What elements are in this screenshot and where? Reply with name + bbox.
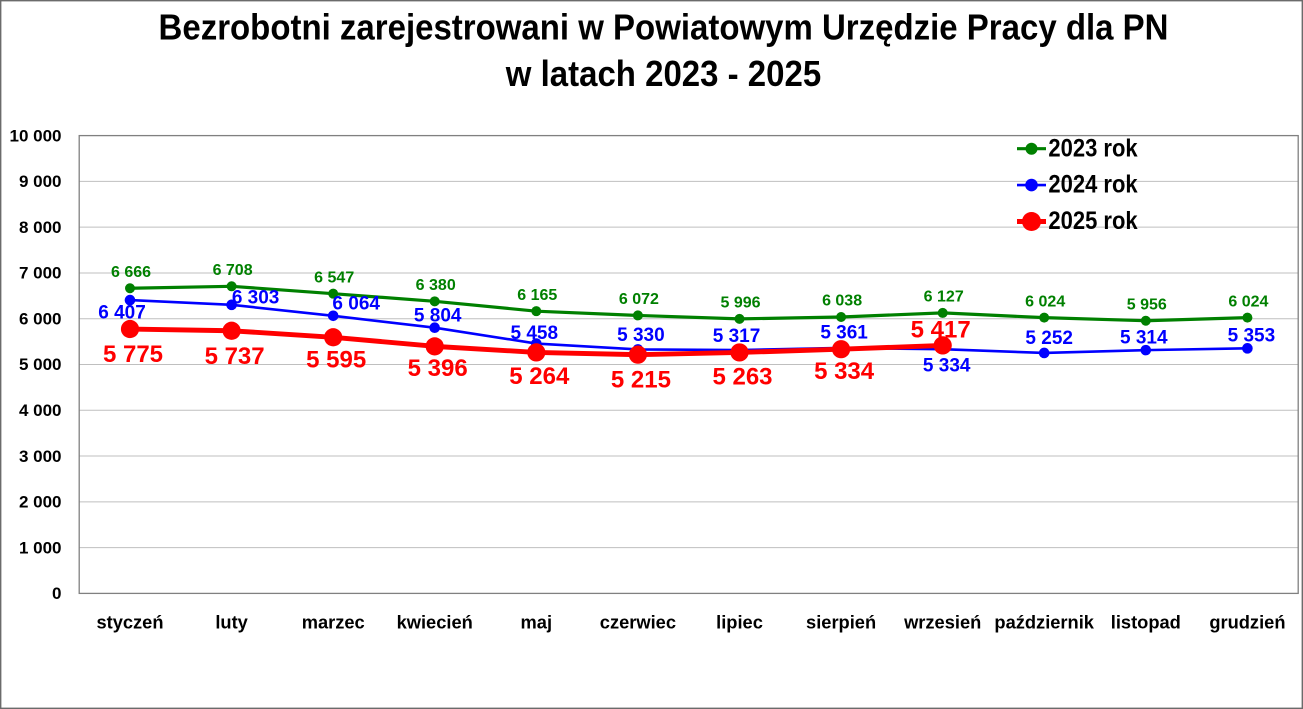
svg-text:1 000: 1 000 bbox=[19, 538, 62, 557]
svg-text:5 330: 5 330 bbox=[617, 325, 665, 346]
svg-text:5 264: 5 264 bbox=[509, 363, 570, 390]
svg-text:6 380: 6 380 bbox=[416, 277, 456, 294]
svg-text:2025 rok: 2025 rok bbox=[1048, 207, 1137, 234]
svg-text:w latach 2023 - 2025: w latach 2023 - 2025 bbox=[505, 54, 821, 94]
svg-text:6 064: 6 064 bbox=[332, 293, 380, 314]
svg-text:lipiec: lipiec bbox=[716, 612, 763, 633]
svg-text:6 072: 6 072 bbox=[619, 291, 659, 308]
svg-text:5 996: 5 996 bbox=[720, 295, 760, 312]
svg-text:6 000: 6 000 bbox=[19, 309, 62, 328]
svg-text:6 666: 6 666 bbox=[111, 264, 151, 281]
svg-text:2 000: 2 000 bbox=[19, 493, 62, 512]
svg-text:listopad: listopad bbox=[1111, 612, 1181, 633]
svg-text:6 024: 6 024 bbox=[1025, 293, 1065, 310]
svg-text:8 000: 8 000 bbox=[19, 218, 62, 237]
svg-text:6 165: 6 165 bbox=[517, 287, 557, 304]
svg-text:5 956: 5 956 bbox=[1127, 296, 1167, 313]
svg-text:5 595: 5 595 bbox=[306, 346, 366, 373]
svg-text:5 000: 5 000 bbox=[19, 355, 62, 374]
svg-text:6 407: 6 407 bbox=[98, 303, 146, 324]
svg-text:6 038: 6 038 bbox=[822, 293, 862, 310]
svg-text:6 547: 6 547 bbox=[314, 269, 354, 286]
svg-text:5 334: 5 334 bbox=[923, 355, 971, 376]
svg-text:5 737: 5 737 bbox=[205, 343, 265, 370]
svg-text:grudzień: grudzień bbox=[1209, 612, 1285, 633]
svg-text:5 263: 5 263 bbox=[712, 364, 772, 391]
svg-text:kwiecień: kwiecień bbox=[397, 612, 473, 633]
svg-text:6 127: 6 127 bbox=[924, 289, 964, 306]
svg-text:3 000: 3 000 bbox=[19, 447, 62, 466]
svg-text:7 000: 7 000 bbox=[19, 264, 62, 283]
svg-text:5 317: 5 317 bbox=[713, 326, 761, 347]
svg-text:6 024: 6 024 bbox=[1228, 293, 1268, 310]
svg-text:6 708: 6 708 bbox=[213, 262, 253, 279]
svg-text:maj: maj bbox=[521, 612, 553, 633]
svg-text:marzec: marzec bbox=[302, 612, 365, 633]
svg-text:5 417: 5 417 bbox=[911, 317, 971, 344]
svg-text:6 303: 6 303 bbox=[232, 288, 280, 309]
svg-text:5 334: 5 334 bbox=[814, 358, 875, 385]
svg-text:sierpień: sierpień bbox=[806, 612, 876, 633]
svg-text:5 458: 5 458 bbox=[511, 323, 559, 344]
svg-text:9 000: 9 000 bbox=[19, 172, 62, 191]
svg-text:5 775: 5 775 bbox=[103, 341, 163, 368]
svg-text:2023 rok: 2023 rok bbox=[1048, 134, 1137, 161]
svg-text:10 000: 10 000 bbox=[10, 126, 62, 145]
svg-text:luty: luty bbox=[215, 612, 248, 633]
svg-text:4 000: 4 000 bbox=[19, 401, 62, 420]
svg-text:5 252: 5 252 bbox=[1025, 328, 1073, 349]
svg-text:Bezrobotni zarejestrowani w Po: Bezrobotni zarejestrowani w Powiatowym U… bbox=[159, 8, 1169, 48]
svg-text:5 314: 5 314 bbox=[1120, 327, 1168, 348]
svg-text:5 215: 5 215 bbox=[611, 367, 671, 394]
svg-text:styczeń: styczeń bbox=[96, 612, 163, 633]
svg-text:5 396: 5 396 bbox=[408, 355, 468, 382]
svg-text:0: 0 bbox=[52, 584, 61, 603]
svg-text:czerwiec: czerwiec bbox=[600, 612, 676, 633]
svg-text:5 361: 5 361 bbox=[820, 322, 868, 343]
svg-text:2024 rok: 2024 rok bbox=[1048, 171, 1137, 198]
svg-text:wrzesień: wrzesień bbox=[903, 612, 981, 633]
svg-text:październik: październik bbox=[994, 612, 1094, 633]
svg-text:5 353: 5 353 bbox=[1228, 325, 1276, 346]
svg-text:5 804: 5 804 bbox=[414, 305, 462, 326]
